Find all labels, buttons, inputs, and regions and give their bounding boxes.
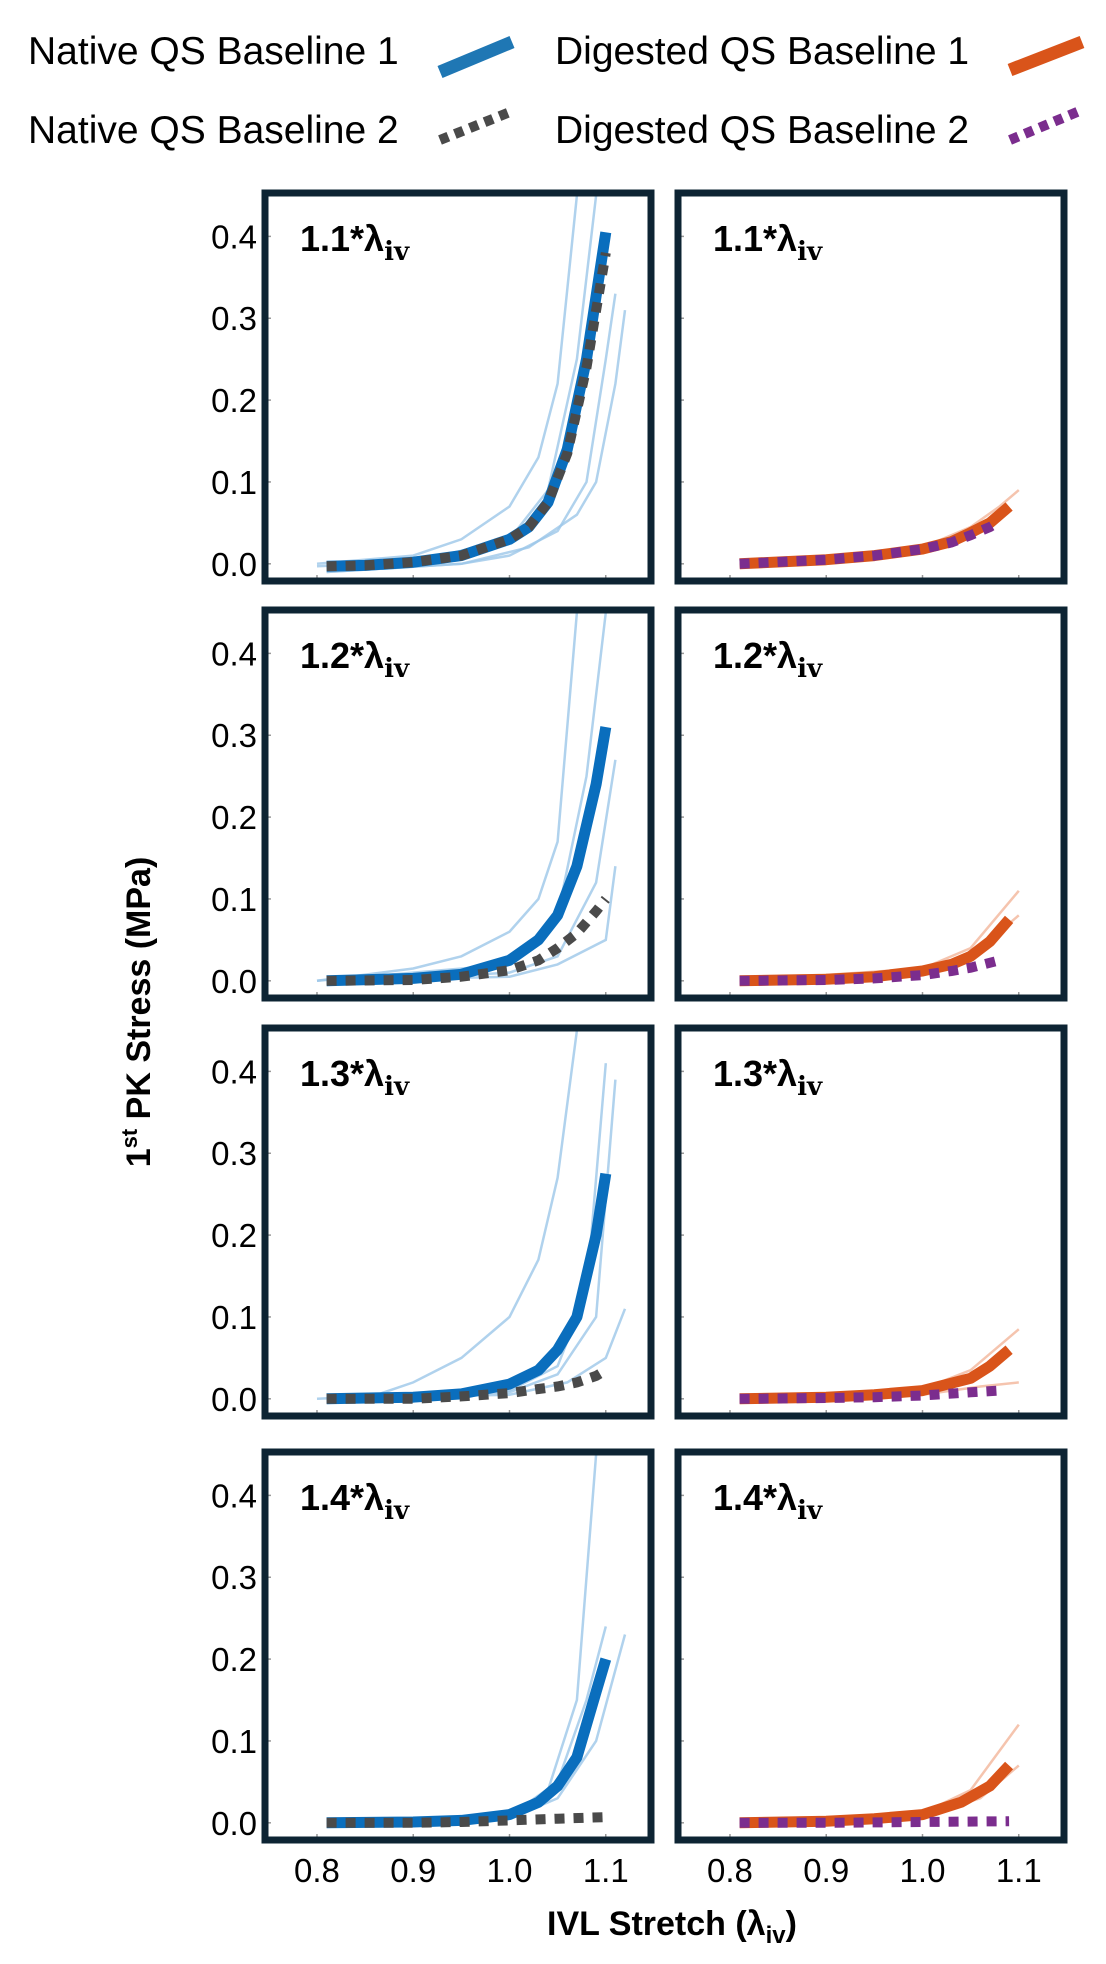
y-tick-label: 0.0: [211, 1805, 257, 1842]
legend: Native QS Baseline 1 Digested QS Baselin…: [28, 30, 1085, 152]
y-tick-label: 0.1: [211, 1723, 257, 1760]
plot-area: [739, 889, 1020, 987]
panel-frame: [261, 606, 655, 1002]
y-tick-label: 0.3: [211, 717, 257, 754]
panel-label: 1.2*λiv: [713, 635, 823, 684]
digested-qs-baseline-2-line: [739, 955, 1001, 986]
y-tick-label: 0.4: [211, 218, 257, 255]
specimen-curve: [326, 1626, 608, 1825]
y-tick-label: 0.1: [211, 1299, 257, 1336]
native-qs-baseline-2-line: [326, 251, 611, 572]
panel-frame: [261, 1024, 655, 1420]
plot-area: [739, 1723, 1020, 1829]
digested-qs-baseline-2-line: [739, 1816, 1010, 1828]
y-tick-label: 0.4: [211, 635, 257, 672]
y-tick-label: 0.2: [211, 382, 257, 419]
y-tick-label: 0.0: [211, 546, 257, 583]
y-tick-label: 0.2: [211, 799, 257, 836]
digested-qs-baseline-1-line: [739, 915, 1014, 987]
plot-area: [739, 489, 1020, 570]
x-tick-label: 1.0: [900, 1852, 946, 1889]
specimen-curve: [316, 195, 579, 566]
y-tick-label: 0.2: [211, 1217, 257, 1254]
panel-label: 1.1*λiv: [713, 218, 823, 267]
native-qs-baseline-2-line: [326, 1812, 606, 1828]
panel-grid: 0.00.10.20.30.4 1.1*λiv 1.1*λiv0.00.10.20.…: [211, 189, 1068, 1889]
panel-digested-1: 1.1*λiv: [674, 189, 1068, 585]
specimen-curve: [739, 1723, 1020, 1825]
native-qs-baseline-1-line: [326, 231, 612, 572]
y-tick-label: 0.2: [211, 1641, 257, 1678]
x-tick-label: 1.1: [996, 1852, 1042, 1889]
legend-label-digested-2: Digested QS Baseline 2: [555, 109, 969, 152]
panel-digested-4: 0.8 0.9 1.0 1.1 1.4*λiv: [674, 1448, 1068, 1889]
panel-digested-2: 1.2*λiv: [674, 606, 1068, 1002]
panel-label: 1.4*λiv: [713, 1477, 823, 1526]
y-tick-label: 0.0: [211, 963, 257, 1000]
plot-area: [326, 1454, 627, 1829]
y-tick-label: 0.4: [211, 1053, 257, 1090]
panel-native-4: 0.0 0.1 0.2 0.3 0.4 0.8 0.9 1.0 1.1 1.4*λiv: [211, 1448, 655, 1889]
legend-swatch-digested-2: [1008, 105, 1084, 145]
panel-frame: [261, 1448, 655, 1844]
y-tick-label: 0.3: [211, 300, 257, 337]
digested-qs-baseline-2-line: [739, 516, 1003, 569]
y-tick-label: 0.3: [211, 1135, 257, 1172]
panel-label: 1.4*λiv: [300, 1477, 410, 1526]
digested-qs-baseline-1-line: [739, 1761, 1014, 1829]
plot-area: [316, 612, 617, 987]
panel-label: 1.2*λiv: [300, 635, 410, 684]
legend-label-native-2: Native QS Baseline 2: [28, 109, 399, 152]
panel-label: 1.3*λiv: [300, 1053, 410, 1102]
panel-native-2: 0.0 0.1 0.2 0.3 0.4 1.2*λiv: [211, 606, 655, 1002]
legend-label-native-1: Native QS Baseline 1: [28, 30, 399, 73]
panel-digested-3: 1.3*λiv: [674, 1024, 1068, 1420]
panel-frame: [674, 606, 1068, 1002]
specimen-curve: [326, 309, 627, 574]
native-qs-baseline-2-line: [326, 895, 610, 986]
native-qs-baseline-2-line: [326, 1365, 609, 1404]
panel-label: 1.3*λiv: [713, 1053, 823, 1102]
panel-frame: [674, 189, 1068, 585]
panel-label: 1.1*λiv: [300, 218, 410, 267]
y-tick-label: 0.1: [211, 464, 257, 501]
x-tick-label: 0.9: [390, 1852, 436, 1889]
digested-qs-baseline-2-line: [739, 1385, 1000, 1404]
panel-native-3: 0.0 0.1 0.2 0.3 0.4 1.3*λiv: [211, 1024, 655, 1420]
legend-swatch-native-1: [437, 36, 515, 78]
y-tick-label: 0.4: [211, 1477, 257, 1514]
y-tick-label: 0.1: [211, 881, 257, 918]
specimen-curve: [364, 1030, 579, 1400]
panel-frame: [674, 1024, 1068, 1420]
legend-label-digested-1: Digested QS Baseline 1: [555, 30, 969, 73]
x-tick-label: 0.8: [294, 1852, 340, 1889]
specimen-curve: [316, 612, 579, 983]
plot-area: [739, 1328, 1020, 1405]
plot-area: [316, 195, 627, 574]
y-axis-label: 1st PK Stress (MPa): [117, 857, 158, 1168]
x-tick-label: 1.0: [487, 1852, 533, 1889]
legend-swatch-digested-1: [1007, 35, 1085, 77]
plot-area: [316, 1030, 627, 1405]
y-tick-label: 0.0: [211, 1381, 257, 1418]
x-tick-label: 1.1: [583, 1852, 629, 1889]
panel-frame: [674, 1448, 1068, 1844]
x-tick-label: 0.9: [803, 1852, 849, 1889]
panel-native-1: 0.0 0.1 0.2 0.3 0.4 1.1*λiv: [211, 189, 655, 585]
digested-qs-baseline-1-line: [739, 1345, 1013, 1405]
legend-swatch-native-2: [438, 107, 512, 145]
x-tick-label: 0.8: [707, 1852, 753, 1889]
y-tick-label: 0.3: [211, 1559, 257, 1596]
x-axis-label: IVL Stretch (λiv): [547, 1905, 797, 1949]
panel-frame: [261, 189, 655, 585]
